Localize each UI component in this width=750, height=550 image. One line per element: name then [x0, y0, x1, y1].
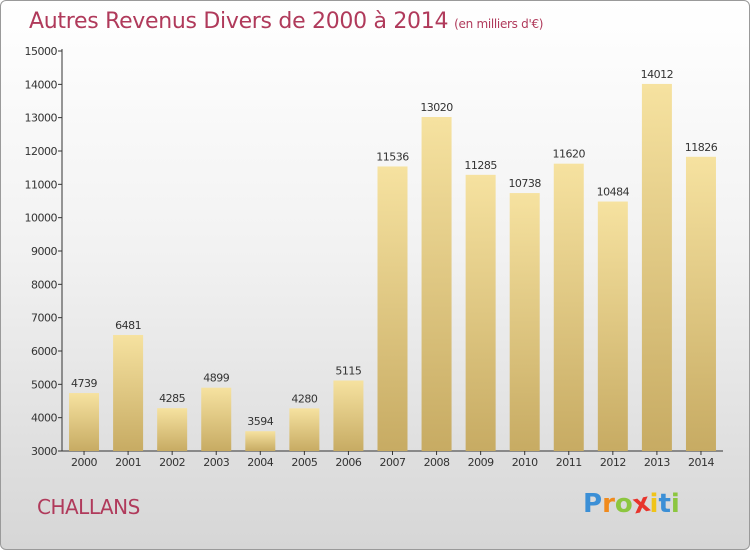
y-tick-label: 11000 — [25, 178, 58, 191]
bar — [641, 83, 672, 451]
x-tick-label: 2000 — [71, 456, 97, 469]
data-label: 3594 — [247, 415, 273, 428]
data-label: 13020 — [420, 101, 453, 114]
bar — [333, 380, 364, 451]
x-tick-label: 2012 — [600, 456, 626, 469]
x-tick-label: 2004 — [247, 456, 273, 469]
y-tick-label: 8000 — [31, 278, 57, 291]
data-label: 11285 — [464, 159, 497, 172]
x-tick-label: 2001 — [115, 456, 141, 469]
y-tick-label: 10000 — [25, 212, 58, 225]
x-tick-label: 2013 — [644, 456, 670, 469]
x-tick-label: 2011 — [556, 456, 582, 469]
data-label: 6481 — [115, 319, 141, 332]
chart-axes: 3000 4000 5000 6000 7000 8000 9000 10000 11000 12… — [25, 45, 723, 469]
y-tick-label: 15000 — [25, 45, 58, 58]
chart-title-text: Autres Revenus Divers de 2000 à 2014 — [29, 9, 449, 34]
logo-letter: r — [602, 489, 615, 519]
bar — [597, 201, 628, 451]
data-label: 14012 — [641, 68, 674, 81]
x-tick-label: 2014 — [688, 456, 714, 469]
chart-bars — [69, 83, 716, 452]
chart-title-unit: (en milliers d'€) — [454, 17, 544, 31]
bar — [553, 163, 584, 451]
bar — [465, 174, 496, 452]
data-label: 4280 — [291, 392, 317, 405]
proxiti-logo: Proxiti — [583, 488, 680, 521]
chart-title: Autres Revenus Divers de 2000 à 2014 (en … — [29, 9, 543, 34]
chart-data-labels: 4739 6481 4285 4899 3594 4280 5115 11536 13020 11… — [71, 68, 718, 428]
x-tick-label: 2007 — [380, 456, 406, 469]
x-tick-label: 2002 — [159, 456, 185, 469]
bar — [113, 334, 144, 451]
commune-name: CHALLANS — [37, 495, 140, 519]
y-tick-label: 13000 — [25, 112, 58, 125]
bar — [245, 431, 276, 451]
y-tick-label: 3000 — [31, 445, 57, 458]
y-tick-label: 5000 — [31, 378, 57, 391]
data-label: 11536 — [376, 150, 409, 163]
bar — [157, 408, 188, 451]
bar — [201, 387, 232, 451]
y-tick-label: 12000 — [25, 145, 58, 158]
y-tick-label: 4000 — [31, 412, 57, 425]
x-tick-label: 2008 — [424, 456, 450, 469]
data-label: 4899 — [203, 372, 229, 385]
logo-letter: t — [658, 489, 671, 519]
x-tick-label: 2009 — [468, 456, 494, 469]
data-label: 5115 — [335, 365, 361, 378]
bar — [69, 393, 100, 451]
logo-letter: P — [583, 489, 603, 519]
data-label: 4285 — [159, 392, 185, 405]
bar — [509, 193, 540, 452]
bar — [377, 166, 408, 451]
logo-letter: i — [670, 489, 680, 519]
data-label: 11826 — [685, 141, 718, 154]
y-tick-label: 9000 — [31, 245, 57, 258]
data-label: 10738 — [508, 177, 541, 190]
data-label: 10484 — [597, 186, 630, 199]
data-label: 4739 — [71, 377, 97, 390]
y-tick-label: 6000 — [31, 345, 57, 358]
logo-letter: o — [614, 489, 633, 519]
x-tick-label: 2006 — [335, 456, 361, 469]
y-tick-label: 7000 — [31, 312, 57, 325]
data-label: 11620 — [553, 148, 586, 161]
bar — [421, 117, 452, 451]
x-tick-label: 2005 — [291, 456, 317, 469]
logo-letter: i — [649, 489, 659, 519]
bar — [685, 156, 716, 452]
x-tick-label: 2003 — [203, 456, 229, 469]
bar — [289, 408, 320, 451]
y-tick-label: 14000 — [25, 78, 58, 91]
x-tick-label: 2010 — [512, 456, 538, 469]
